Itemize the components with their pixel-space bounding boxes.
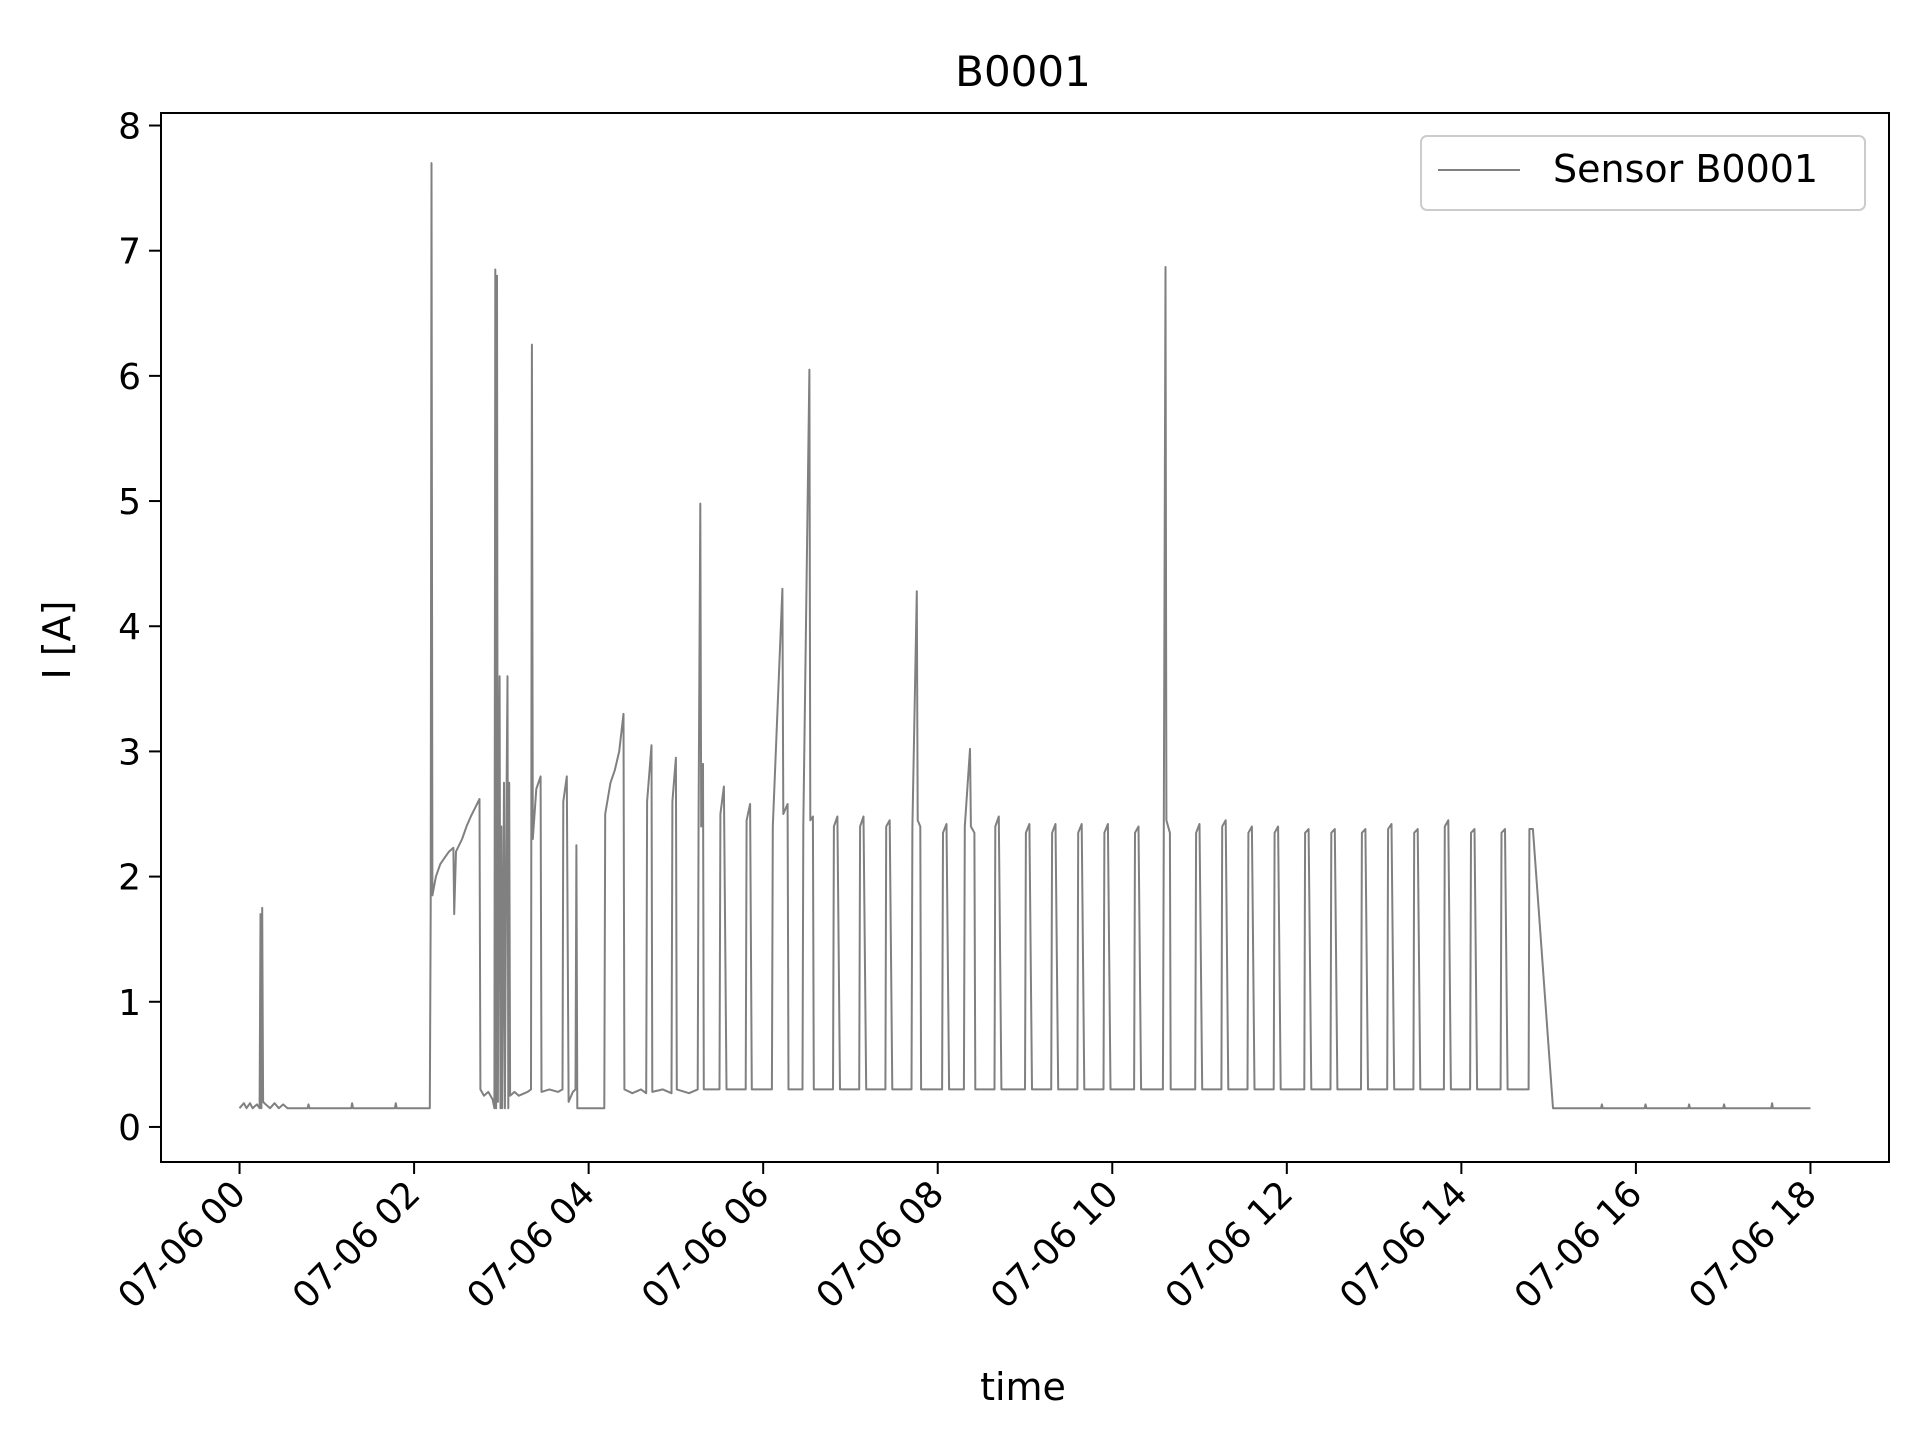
chart-title: B0001 [955, 47, 1091, 96]
y-axis: 0 1 2 3 4 5 6 7 8 [118, 107, 161, 1149]
y-axis-label: I [A] [35, 601, 79, 680]
y-tick-label: 4 [118, 607, 141, 648]
y-tick-label: 6 [118, 357, 141, 398]
y-tick-label: 5 [118, 482, 141, 523]
plot-area [238, 162, 1811, 1110]
series-line-sensor-b0001 [238, 162, 1811, 1110]
legend-box [1420, 135, 1866, 211]
axes-frame [160, 112, 1890, 1163]
y-tick-label: 2 [118, 858, 141, 899]
y-tick-label: 3 [118, 732, 141, 773]
y-tick-label: 7 [118, 232, 141, 273]
legend: Sensor B0001 [1420, 135, 1866, 211]
y-tick-label: 0 [118, 1108, 141, 1149]
y-tick-label: 8 [118, 107, 141, 148]
y-tick-label: 1 [118, 983, 141, 1024]
legend-entry-label: Sensor B0001 [1553, 147, 1818, 191]
x-axis-label: time [980, 1365, 1066, 1409]
